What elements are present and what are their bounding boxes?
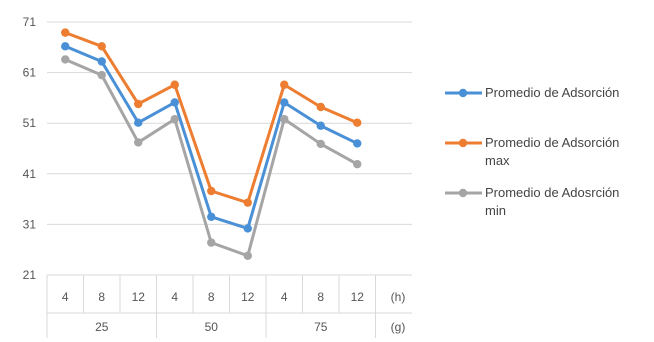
x-unit-label: (h) (391, 290, 406, 304)
x-tick-label: 8 (317, 290, 324, 304)
y-tick-label: 31 (23, 217, 37, 231)
data-point (316, 121, 325, 130)
series (61, 28, 362, 260)
x-tick-label: 4 (62, 290, 69, 304)
data-point (170, 98, 179, 107)
series-2 (61, 28, 362, 207)
x-axis-categories: 4 8 12 4 8 12 4 8 12 (h) 25 50 75 (g) (62, 290, 405, 334)
legend-label-line: Promedio de Adosrción (485, 185, 619, 200)
legend-swatch-marker (458, 188, 468, 198)
data-point (316, 102, 325, 112)
data-point (170, 114, 179, 124)
y-tick-label: 21 (23, 268, 37, 282)
data-point (353, 139, 362, 148)
y-axis-tick-labels: 71 61 51 41 31 21 (23, 15, 37, 282)
data-point (134, 118, 143, 127)
data-point (97, 70, 106, 80)
data-point (61, 28, 70, 37)
data-point (61, 42, 70, 51)
data-point (134, 99, 143, 109)
legend-entry: Promedio de Adsorción max (445, 135, 619, 168)
data-point (207, 238, 216, 247)
data-point (61, 55, 70, 64)
data-point (280, 114, 289, 124)
data-point (207, 186, 216, 196)
group-label: 50 (205, 320, 219, 334)
series-line (64, 31, 358, 205)
series-3 (61, 55, 362, 260)
legend-swatch-marker (458, 88, 468, 98)
legend-label-line: min (485, 203, 506, 218)
group-unit-label: (g) (391, 320, 406, 334)
data-point (353, 118, 362, 127)
x-tick-label: 12 (351, 290, 365, 304)
group-label: 75 (314, 320, 328, 334)
x-tick-label: 4 (171, 290, 178, 304)
data-point (207, 212, 216, 222)
y-tick-label: 41 (23, 167, 37, 181)
legend-entry: Promedio de Adosrción min (445, 185, 619, 218)
legend-entry: Promedio de Adsorción (445, 85, 619, 100)
y-tick-label: 51 (23, 116, 37, 130)
data-point (280, 80, 289, 89)
x-tick-label: 12 (241, 290, 255, 304)
data-point (243, 224, 252, 233)
legend-label: Promedio de Adsorción (485, 85, 619, 100)
legend-label-line: Promedio de Adsorción (485, 85, 619, 100)
legend-label-line: max (485, 153, 510, 168)
legend-swatch-marker (458, 138, 468, 148)
group-label: 25 (95, 320, 109, 334)
data-point (97, 57, 106, 66)
data-point (316, 139, 325, 149)
data-point (134, 138, 143, 147)
data-point (353, 159, 362, 169)
x-tick-label: 8 (208, 290, 215, 304)
series-1 (61, 42, 362, 233)
y-tick-label: 71 (23, 15, 37, 29)
data-point (170, 80, 179, 89)
legend-label: Promedio de Adosrción min (485, 185, 619, 218)
x-tick-label: 4 (281, 290, 288, 304)
legend-label-line: Promedio de Adsorción (485, 135, 619, 150)
data-point (280, 98, 289, 107)
x-tick-label: 12 (132, 290, 146, 304)
x-tick-label: 8 (98, 290, 105, 304)
data-point (243, 251, 252, 260)
legend-label: Promedio de Adsorción max (485, 135, 619, 168)
data-point (243, 198, 252, 207)
data-point (97, 42, 106, 51)
series-line (64, 58, 358, 258)
y-tick-label: 61 (23, 66, 37, 80)
